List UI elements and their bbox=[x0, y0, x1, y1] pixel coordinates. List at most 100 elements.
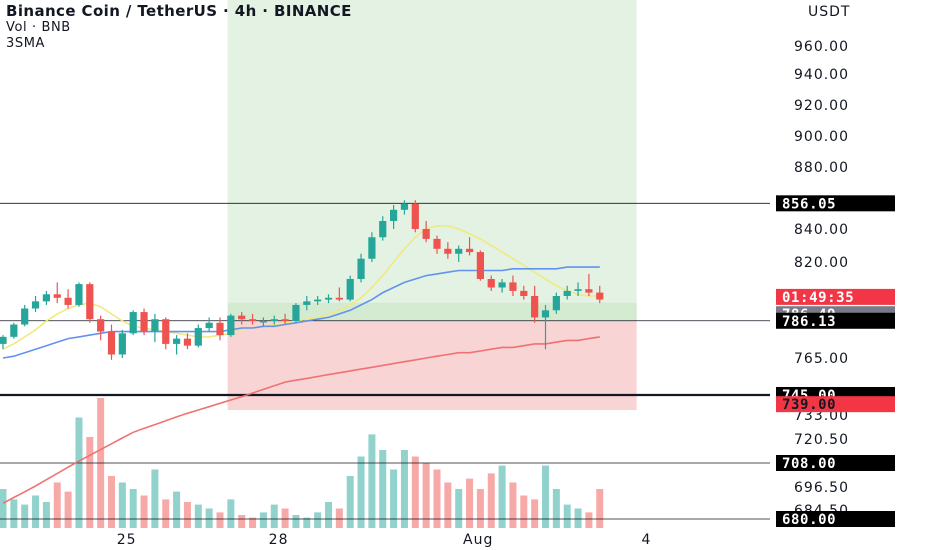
volume-bar bbox=[303, 517, 311, 528]
volume-bar bbox=[542, 465, 549, 528]
volume-bar bbox=[173, 491, 181, 528]
candle bbox=[31, 296, 40, 313]
candle-body bbox=[75, 284, 83, 305]
volume-bar bbox=[531, 499, 539, 528]
candle bbox=[64, 289, 72, 309]
price-tag-label: 01:49:35 bbox=[782, 290, 854, 306]
candle bbox=[324, 294, 333, 304]
price-tag-level_708: 708.00 bbox=[776, 455, 895, 472]
candle bbox=[585, 273, 593, 296]
candle-body bbox=[487, 279, 495, 288]
time-axis[interactable]: 25 28 Aug 4 bbox=[117, 532, 652, 548]
volume-bar bbox=[53, 482, 61, 528]
candle bbox=[86, 282, 94, 323]
volume-bar bbox=[32, 495, 40, 528]
candle-body bbox=[596, 292, 604, 300]
price-tag-label: 680.00 bbox=[782, 512, 836, 528]
volume-bar bbox=[379, 450, 387, 528]
price-tick-label: 880.00 bbox=[794, 160, 849, 176]
candle-body bbox=[314, 299, 322, 302]
price-tag-current_price: 01:49:35 bbox=[776, 288, 895, 306]
candle bbox=[292, 303, 300, 323]
volume-bar bbox=[346, 476, 354, 528]
volume-bar bbox=[64, 491, 72, 528]
volume-bar bbox=[314, 512, 322, 528]
candle-body bbox=[97, 319, 105, 332]
candle-body bbox=[509, 282, 517, 291]
candle-body bbox=[259, 321, 267, 323]
price-tick-label: 820.00 bbox=[794, 255, 849, 271]
candle-body bbox=[357, 258, 365, 279]
candle-body bbox=[140, 312, 148, 332]
volume-bar bbox=[162, 499, 170, 528]
candle-body bbox=[227, 315, 235, 336]
volume-indicator-label[interactable]: Vol · BNB bbox=[6, 20, 71, 35]
candle-body bbox=[0, 336, 7, 344]
volume-bar bbox=[238, 515, 246, 528]
volume-bar bbox=[520, 495, 528, 528]
volume-bar bbox=[86, 437, 94, 528]
candle bbox=[563, 285, 571, 300]
candle bbox=[0, 335, 7, 350]
price-tag-level_856: 856.05 bbox=[776, 195, 895, 212]
sma-line bbox=[2, 336, 600, 505]
price-tick-label: 696.50 bbox=[794, 480, 849, 496]
candle bbox=[400, 200, 409, 215]
candle bbox=[411, 200, 419, 233]
candle-body bbox=[520, 290, 528, 296]
price-axis[interactable]: 960.00 940.00 920.00 900.00 880.00 840.00 820.… bbox=[794, 39, 849, 519]
sma-lines bbox=[2, 225, 600, 505]
volume-bar bbox=[42, 502, 50, 528]
candle bbox=[270, 315, 278, 325]
candle-body bbox=[118, 333, 126, 355]
price-tag-label: 856.05 bbox=[782, 196, 836, 212]
volume-bar bbox=[552, 489, 560, 528]
candle bbox=[487, 275, 495, 291]
candle bbox=[162, 317, 170, 350]
volume-bar bbox=[140, 495, 148, 528]
time-tick-label: 4 bbox=[641, 532, 651, 548]
price-tick-label: 940.00 bbox=[794, 67, 849, 83]
candle-body bbox=[444, 248, 452, 254]
candle-body bbox=[292, 304, 300, 321]
candle bbox=[140, 308, 148, 336]
volume-bar bbox=[0, 489, 7, 528]
candle bbox=[151, 313, 159, 343]
candle bbox=[541, 304, 550, 350]
volume-bar bbox=[422, 463, 430, 528]
candle bbox=[552, 292, 560, 314]
candle bbox=[368, 232, 376, 262]
candle-body bbox=[574, 289, 582, 291]
price-tag-level_786: 786.13 bbox=[776, 312, 895, 330]
price-tag-box bbox=[776, 288, 895, 305]
candle bbox=[444, 242, 452, 259]
time-tick-label: 28 bbox=[269, 532, 289, 548]
price-tick-label: 765.00 bbox=[794, 351, 849, 367]
candle bbox=[205, 317, 213, 332]
candle-body bbox=[368, 237, 376, 259]
volume-bar bbox=[487, 473, 495, 528]
price-tags: 01:49:35786.49786.13856.05745.00739.0070… bbox=[776, 195, 895, 528]
candle-body bbox=[10, 324, 18, 337]
candle bbox=[21, 304, 29, 327]
candle bbox=[216, 317, 224, 341]
candle bbox=[498, 279, 506, 293]
candle bbox=[194, 324, 202, 348]
candlesticks bbox=[0, 200, 604, 360]
candle-body bbox=[390, 209, 398, 221]
candle bbox=[346, 275, 354, 302]
candle-body bbox=[216, 322, 224, 336]
candle bbox=[476, 250, 484, 281]
volume-bar bbox=[270, 504, 278, 528]
price-tick-label: 920.00 bbox=[794, 98, 849, 114]
candle bbox=[10, 322, 18, 339]
volume-bar bbox=[227, 499, 235, 528]
candle bbox=[422, 221, 430, 243]
chart-title: Binance Coin / TetherUS · 4h · BINANCE bbox=[6, 2, 352, 20]
volume-bar bbox=[476, 489, 484, 528]
volume-bar bbox=[21, 504, 29, 528]
volume-bar bbox=[108, 476, 115, 528]
sma-indicator-label[interactable]: 3SMA bbox=[6, 36, 46, 51]
currency-label[interactable]: USDT bbox=[808, 4, 851, 20]
